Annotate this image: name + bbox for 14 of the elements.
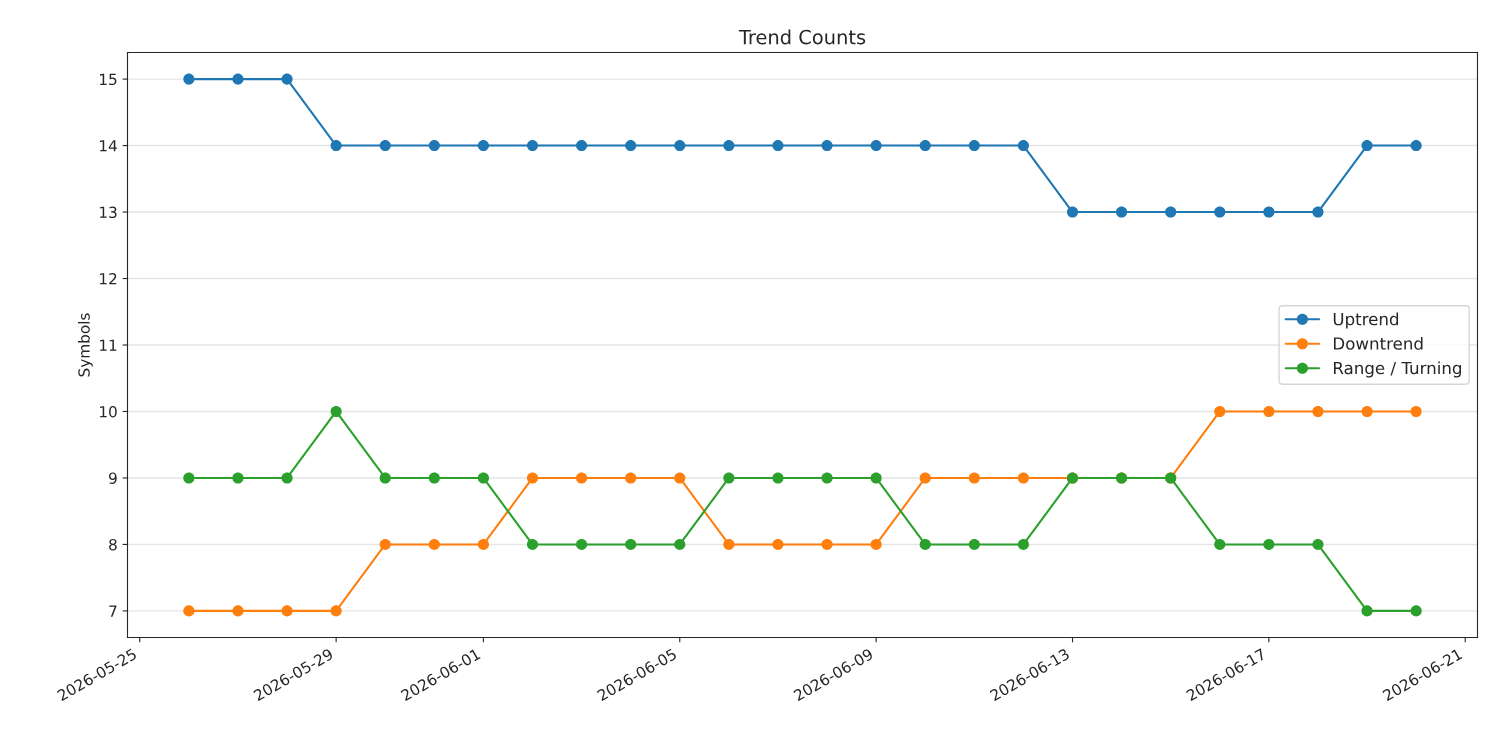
y-tick-label: 14 (100, 140, 117, 152)
y-tick-label: 13 (100, 206, 117, 219)
y-tick-label: 12 (100, 272, 117, 285)
y-axis-title: Symbols (78, 313, 93, 377)
legend-label: Downtrend (1333, 336, 1423, 350)
legend-label: Uptrend (1333, 312, 1399, 329)
y-tick-label: 11 (100, 339, 117, 351)
y-tick-label: 15 (100, 73, 117, 86)
y-tick-label: 8 (109, 538, 117, 551)
legend-label: Range / Turning (1333, 361, 1461, 378)
chart-title: Trend Counts (738, 29, 866, 45)
y-tick-label: 7 (109, 605, 117, 617)
y-tick-label: 10 (100, 405, 117, 418)
y-tick-label: 9 (109, 472, 117, 484)
